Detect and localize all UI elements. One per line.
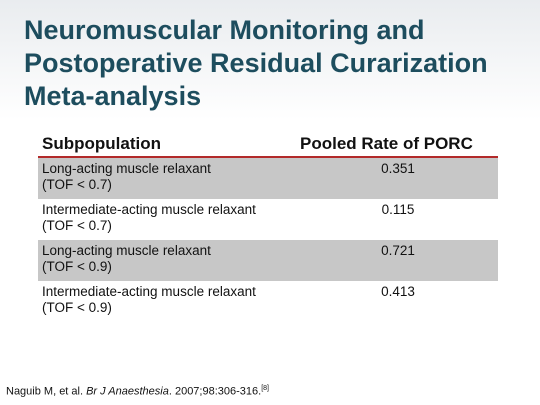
title-line: Postoperative Residual Curarization	[24, 48, 488, 78]
subpopulation-cell: Long-acting muscle relaxant (TOF < 0.7)	[42, 161, 211, 193]
slide-title: Neuromuscular Monitoring and Postoperativ…	[24, 14, 524, 113]
subpopulation-cell: Long-acting muscle relaxant (TOF < 0.9)	[42, 243, 211, 275]
citation-text: Naguib M, et al.	[6, 385, 87, 398]
subpopulation-name: Intermediate-acting muscle relaxant	[42, 202, 256, 217]
rate-cell: 0.351	[381, 161, 415, 176]
subpopulation-criterion: (TOF < 0.9)	[42, 259, 112, 274]
header-cell: Subpopulation	[42, 134, 161, 153]
table-row: Long-acting muscle relaxant (TOF < 0.9) 0.…	[38, 240, 498, 281]
citation-text: . 2007;98:306-316.	[168, 385, 262, 398]
rate-cell: 0.721	[381, 243, 415, 258]
subpopulation-name: Intermediate-acting muscle relaxant	[42, 284, 256, 299]
table-row: Intermediate-acting muscle relaxant (TOF …	[38, 281, 498, 322]
subpopulation-cell: Intermediate-acting muscle relaxant (TOF …	[42, 284, 256, 316]
table-header: Subpopulation Pooled Rate of PORC	[38, 132, 498, 158]
subpopulation-criterion: (TOF < 0.7)	[42, 177, 112, 192]
rate-cell: 0.115	[381, 202, 415, 217]
citation: Naguib M, et al. Br J Anaesthesia. 2007;…	[6, 385, 269, 398]
citation-ref: [8]	[261, 385, 269, 392]
citation-journal: Br J Anaesthesia	[86, 385, 169, 398]
title-line: Meta-analysis	[24, 81, 202, 111]
table-row: Long-acting muscle relaxant (TOF < 0.7) 0.…	[38, 158, 498, 199]
subpopulation-name: Long-acting muscle relaxant	[42, 243, 211, 258]
table: Subpopulation Pooled Rate of PORC Long-a…	[38, 132, 498, 322]
subpopulation-criterion: (TOF < 0.9)	[42, 300, 112, 315]
subpopulation-name: Long-acting muscle relaxant	[42, 161, 211, 176]
table-row: Intermediate-acting muscle relaxant (TOF …	[38, 199, 498, 240]
header-cell: Pooled Rate of PORC	[300, 134, 473, 153]
subpopulation-cell: Intermediate-acting muscle relaxant (TOF …	[42, 202, 256, 234]
rate-cell: 0.413	[381, 284, 415, 299]
title-line: Neuromuscular Monitoring and	[24, 15, 425, 45]
subpopulation-criterion: (TOF < 0.7)	[42, 218, 112, 233]
